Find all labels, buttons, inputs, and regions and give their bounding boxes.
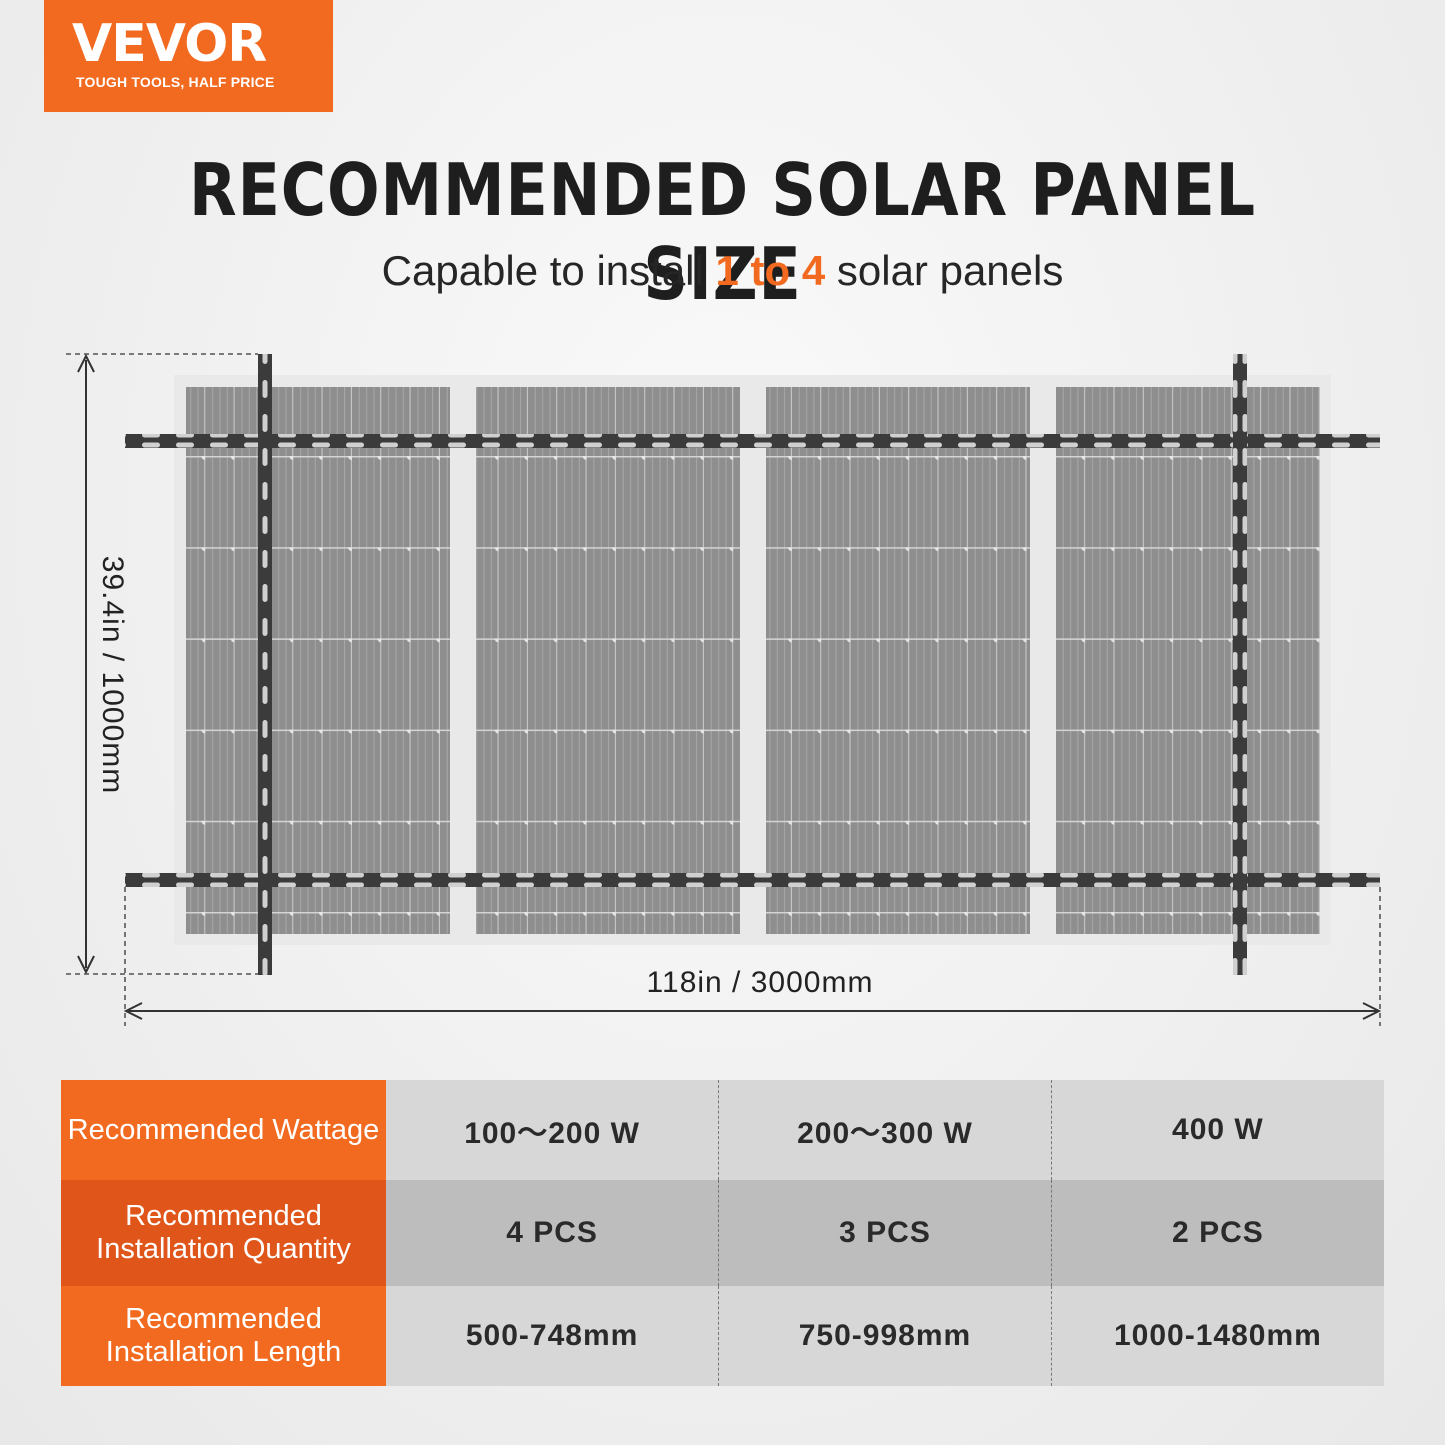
table-cell: 200～300 W: [718, 1080, 1052, 1180]
vevor-logo: VEVOR TOUGH TOOLS, HALF PRICE: [44, 0, 333, 112]
table-cell: 100～200 W: [386, 1080, 719, 1180]
subtitle-text-start: Capable to install: [381, 247, 716, 294]
table-row-length: Recommended Installation Length 500-748m…: [61, 1286, 1384, 1386]
table-cell: 3 PCS: [718, 1180, 1052, 1286]
table-cell: 400 W: [1050, 1080, 1384, 1180]
logo-wordmark: VEVOR: [72, 14, 267, 74]
page-subtitle: Capable to install 1 to 4 solar panels: [0, 247, 1445, 295]
leg-left-slots: [258, 354, 272, 975]
table-cell: 750-998mm: [718, 1286, 1052, 1386]
page-title: RECOMMENDED SOLAR PANEL SIZE: [189, 148, 1256, 316]
width-dimension-label: 118in / 3000mm: [646, 966, 874, 999]
width-arrowheads: [123, 1002, 1382, 1020]
logo-tagline: TOUGH TOOLS, HALF PRICE: [76, 74, 275, 90]
leg-right-slots: [1233, 354, 1247, 975]
table-cell: 4 PCS: [386, 1180, 719, 1286]
solar-panel-3: [766, 387, 1030, 934]
table-row-quantity: Recommended Installation Quantity 4 PCS …: [61, 1180, 1384, 1286]
solar-panel-2: [476, 387, 740, 934]
row-header-wattage: Recommended Wattage: [61, 1080, 386, 1180]
row-header-quantity: Recommended Installation Quantity: [61, 1180, 386, 1286]
subtitle-text-end: solar panels: [825, 247, 1064, 294]
solar-panels: [186, 387, 1320, 934]
height-dimension-text: 39.4in / 1000mm: [96, 555, 129, 795]
solar-panel-4: [1056, 387, 1320, 934]
spec-table: Recommended Wattage 100～200 W 200～300 W …: [61, 1080, 1384, 1386]
table-cell: 500-748mm: [386, 1286, 719, 1386]
table-cell: 2 PCS: [1050, 1180, 1384, 1286]
subtitle-highlight: 1 to 4: [715, 247, 826, 294]
mount-rails: [125, 354, 1380, 975]
height-extension-lines: [66, 353, 258, 975]
solar-panel-1: [186, 387, 450, 934]
table-cell: 1000-1480mm: [1050, 1286, 1384, 1386]
dimension-lines: [66, 353, 1382, 1026]
height-arrowheads: [77, 353, 95, 975]
rail-bottom-slots: [125, 873, 1380, 887]
row-header-length: Recommended Installation Length: [61, 1286, 386, 1386]
table-row-wattage: Recommended Wattage 100～200 W 200～300 W …: [61, 1080, 1384, 1180]
rail-top-slots: [125, 434, 1380, 448]
